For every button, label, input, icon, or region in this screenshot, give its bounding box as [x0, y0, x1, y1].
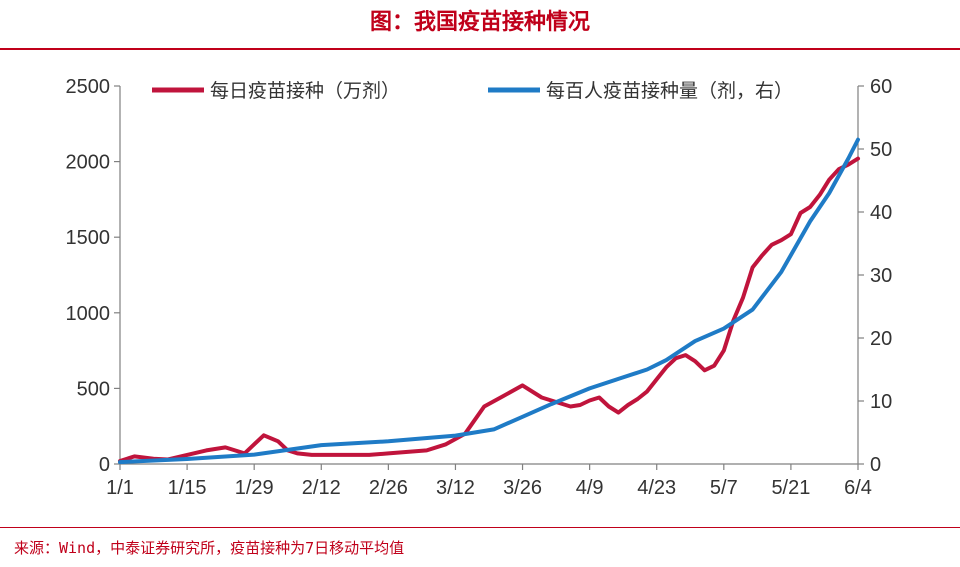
vaccination-chart: 0 500 1000 1500 2000 2500 0 10 20 30 40 50 60 1/1 1/15… — [66, 76, 893, 499]
x-tick-label: 2/12 — [302, 477, 341, 499]
y-left-tick-label: 1500 — [66, 227, 111, 249]
daily-vaccination-line — [118, 156, 860, 463]
y-right-tick-label: 0 — [870, 454, 881, 476]
y-right-tick-label: 50 — [870, 139, 892, 161]
x-tick-label: 6/4 — [844, 477, 872, 499]
x-tick-label: 1/1 — [106, 477, 134, 499]
x-tick-label: 1/29 — [235, 477, 274, 499]
x-tick-label: 4/9 — [576, 477, 604, 499]
x-tick-label: 3/26 — [503, 477, 542, 499]
x-tick-label: 3/12 — [436, 477, 475, 499]
chart-lines — [118, 137, 860, 465]
page-title: 图：我国疫苗接种情况 — [369, 10, 590, 35]
y-left-tick-label: 2500 — [66, 76, 111, 98]
y-left-tick-label: 2000 — [66, 152, 111, 174]
y-right-tick-label: 60 — [870, 76, 892, 98]
y-left-tick-label: 0 — [99, 454, 110, 476]
y-left-tick-label: 500 — [77, 378, 110, 400]
x-tick-label: 5/21 — [771, 477, 810, 499]
source-note: 来源：Wind，中泰证券研究所，疫苗接种为7日移动平均值 — [14, 539, 405, 557]
x-tick-label: 4/23 — [637, 477, 676, 499]
title-divider — [0, 48, 960, 50]
y-right-tick-label: 10 — [870, 391, 892, 413]
x-tick-label: 1/15 — [168, 477, 207, 499]
legend-per100-label: 每百人疫苗接种量（剂，右） — [546, 80, 793, 102]
x-tick-label: 5/7 — [710, 477, 738, 499]
y-right-tick-label: 40 — [870, 202, 892, 224]
y-right-tick-label: 30 — [870, 265, 892, 287]
per100-vaccination-line — [118, 137, 860, 465]
y-left-tick-label: 1000 — [66, 303, 111, 325]
chart-legend: 每日疫苗接种（万剂） 每百人疫苗接种量（剂，右） — [152, 80, 793, 102]
legend-daily-label: 每日疫苗接种（万剂） — [210, 80, 400, 102]
chart-axes: 0 500 1000 1500 2000 2500 0 10 20 30 40 50 60 1/1 1/15… — [66, 76, 893, 499]
x-tick-label: 2/26 — [369, 477, 408, 499]
footer-divider — [0, 527, 960, 528]
y-right-tick-label: 20 — [870, 328, 892, 350]
